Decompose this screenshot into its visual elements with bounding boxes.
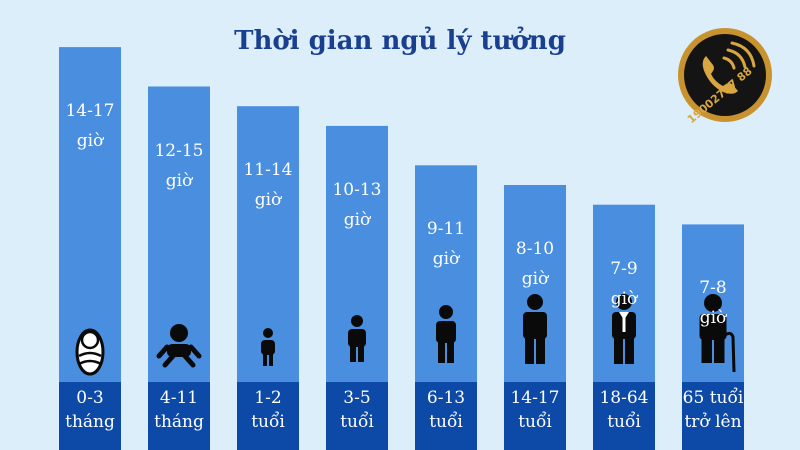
data-label-line: 9-11 (426, 219, 466, 240)
data-label-line: 12-15 (154, 140, 204, 161)
category-label: 1-2 tuổi (231, 386, 305, 450)
category-label-line: 6-13 (426, 388, 466, 408)
bar-base (415, 382, 477, 450)
kid-icon (436, 305, 456, 363)
signal-waves-icon (722, 41, 756, 70)
data-label-line: giờ (343, 209, 371, 230)
data-label: 12-15 giờ (134, 136, 224, 196)
data-label-line: 14-17 (65, 101, 115, 122)
data-label: 14-17 giờ (45, 96, 135, 156)
category-label-line: 14-17 (510, 388, 560, 408)
bar-base (682, 382, 744, 450)
category-label-line: tháng (154, 412, 204, 432)
category-label-line: tháng (65, 412, 115, 432)
data-label-line: giờ (254, 190, 282, 211)
data-label-line: giờ (165, 170, 193, 191)
category-label-line: tuổi (340, 412, 374, 432)
category-label-line: 1-2 (254, 388, 282, 408)
data-label-line: 8-10 (515, 239, 555, 259)
category-label-line: 65 tuổi (682, 388, 744, 408)
category-label-line: tuổi (251, 412, 285, 432)
bar (504, 185, 566, 382)
teen-icon (523, 294, 547, 364)
logo-disc (684, 34, 766, 116)
bar (593, 204, 655, 382)
bar-base (593, 382, 655, 450)
category-label-line: 18-64 (599, 388, 649, 408)
hotline-logo: 19002727 88 (678, 28, 772, 124)
bar-base (59, 382, 121, 450)
category-label: 4-11 tháng (142, 386, 216, 450)
bar (415, 165, 477, 382)
data-label: 11-14 giờ (223, 155, 313, 215)
category-label-line: tuổi (429, 412, 463, 432)
data-label-line: giờ (76, 131, 104, 152)
category-label-line: tuổi (607, 412, 641, 432)
category-label: 6-13 tuổi (409, 386, 483, 450)
bar (59, 47, 121, 382)
category-label-line: tuổi (518, 412, 552, 432)
data-label-line: 11-14 (243, 160, 293, 181)
elderly-with-cane-icon (699, 294, 736, 373)
data-label: 9-11 giờ (401, 214, 491, 274)
category-label-line: trở lên (684, 412, 742, 432)
data-label-line: giờ (610, 288, 638, 309)
adult-icon (612, 294, 636, 364)
phone-icon (702, 56, 738, 94)
bar-base (237, 382, 299, 450)
data-label-line: 7-9 (610, 258, 638, 279)
chart-title: Thời gian ngủ lý tưởng (234, 26, 566, 56)
category-label: 3-5 tuổi (320, 386, 394, 450)
data-label-line: giờ (432, 249, 460, 270)
data-label: 7-9 giờ (579, 254, 669, 314)
swaddled-baby-icon (75, 328, 105, 376)
data-label: 7-8 giờ (668, 273, 758, 333)
data-label-line: 10-13 (332, 179, 382, 200)
category-label-line: 3-5 (343, 388, 371, 408)
bar-base (148, 382, 210, 450)
data-label-line: giờ (699, 308, 727, 329)
data-label: 10-13 giờ (312, 175, 402, 235)
category-label-line: 0-3 (76, 388, 104, 408)
category-label: 18-64 tuổi (587, 386, 661, 450)
toddler-icon (261, 328, 275, 366)
category-label: 14-17 tuổi (498, 386, 572, 450)
crawling-baby-icon (156, 324, 202, 368)
category-label: 65 tuổi trở lên (676, 386, 750, 450)
data-label-line: 7-8 (699, 278, 727, 299)
data-label: 8-10 giờ (490, 234, 580, 294)
category-label-line: 4-11 (159, 388, 199, 408)
bar-base (504, 382, 566, 450)
category-label: 0-3 tháng (53, 386, 127, 450)
child-icon (348, 315, 366, 362)
data-label-line: giờ (521, 269, 549, 289)
bar-base (326, 382, 388, 450)
